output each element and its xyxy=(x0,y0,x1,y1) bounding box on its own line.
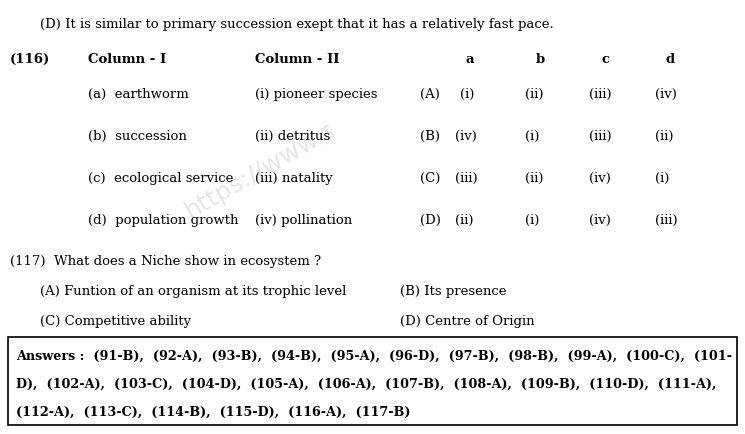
Text: https://www.s: https://www.s xyxy=(180,117,340,222)
Text: (iv): (iv) xyxy=(589,214,611,227)
Text: (117)  What does a Niche show in ecosystem ?: (117) What does a Niche show in ecosyste… xyxy=(10,254,321,267)
Text: (116): (116) xyxy=(10,53,50,66)
Text: (ii): (ii) xyxy=(455,214,474,227)
Text: (A): (A) xyxy=(420,88,440,101)
Text: (i) pioneer species: (i) pioneer species xyxy=(255,88,378,101)
Text: (A) Funtion of an organism at its trophic level: (A) Funtion of an organism at its trophi… xyxy=(40,284,346,297)
Text: Column - I: Column - I xyxy=(88,53,166,66)
Text: Answers :  (91-B),  (92-A),  (93-B),  (94-B),  (95-A),  (96-D),  (97-B),  (98-B): Answers : (91-B), (92-A), (93-B), (94-B)… xyxy=(16,349,732,362)
Text: (b)  succession: (b) succession xyxy=(88,130,187,143)
Text: (D) Centre of Origin: (D) Centre of Origin xyxy=(400,314,535,327)
Text: (iv) pollination: (iv) pollination xyxy=(255,214,352,227)
Text: (iv): (iv) xyxy=(589,171,611,184)
Text: (B): (B) xyxy=(420,130,440,143)
Text: (i): (i) xyxy=(460,88,475,101)
Text: (iv): (iv) xyxy=(655,88,677,101)
Text: (iii): (iii) xyxy=(589,88,612,101)
Text: (iii): (iii) xyxy=(455,171,478,184)
Text: (i): (i) xyxy=(525,130,539,143)
Text: (ii): (ii) xyxy=(525,88,544,101)
Text: (i): (i) xyxy=(655,171,669,184)
Text: (D): (D) xyxy=(420,214,441,227)
Text: Column - II: Column - II xyxy=(255,53,340,66)
Text: (D) It is similar to primary succession exept that it has a relatively fast pace: (D) It is similar to primary succession … xyxy=(40,18,554,31)
Text: c: c xyxy=(601,53,609,66)
Text: a: a xyxy=(465,53,474,66)
Text: b: b xyxy=(536,53,545,66)
Text: (iii): (iii) xyxy=(655,214,678,227)
Text: (c)  ecological service: (c) ecological service xyxy=(88,171,233,184)
Text: (C) Competitive ability: (C) Competitive ability xyxy=(40,314,191,327)
Text: (ii): (ii) xyxy=(655,130,673,143)
Text: (d)  population growth: (d) population growth xyxy=(88,214,238,227)
Text: (a)  earthworm: (a) earthworm xyxy=(88,88,188,101)
Text: (112-A),  (113-C),  (114-B),  (115-D),  (116-A),  (117-B): (112-A), (113-C), (114-B), (115-D), (116… xyxy=(16,405,410,418)
Text: (iv): (iv) xyxy=(455,130,477,143)
Text: (B) Its presence: (B) Its presence xyxy=(400,284,507,297)
Text: (C): (C) xyxy=(420,171,440,184)
Text: (iii) natality: (iii) natality xyxy=(255,171,333,184)
Text: (i): (i) xyxy=(525,214,539,227)
Text: (ii) detritus: (ii) detritus xyxy=(255,130,330,143)
Text: d: d xyxy=(665,53,674,66)
Bar xyxy=(8,337,737,425)
Text: (ii): (ii) xyxy=(525,171,544,184)
Text: (iii): (iii) xyxy=(589,130,612,143)
Text: D),  (102-A),  (103-C),  (104-D),  (105-A),  (106-A),  (107-B),  (108-A),  (109-: D), (102-A), (103-C), (104-D), (105-A), … xyxy=(16,377,717,390)
